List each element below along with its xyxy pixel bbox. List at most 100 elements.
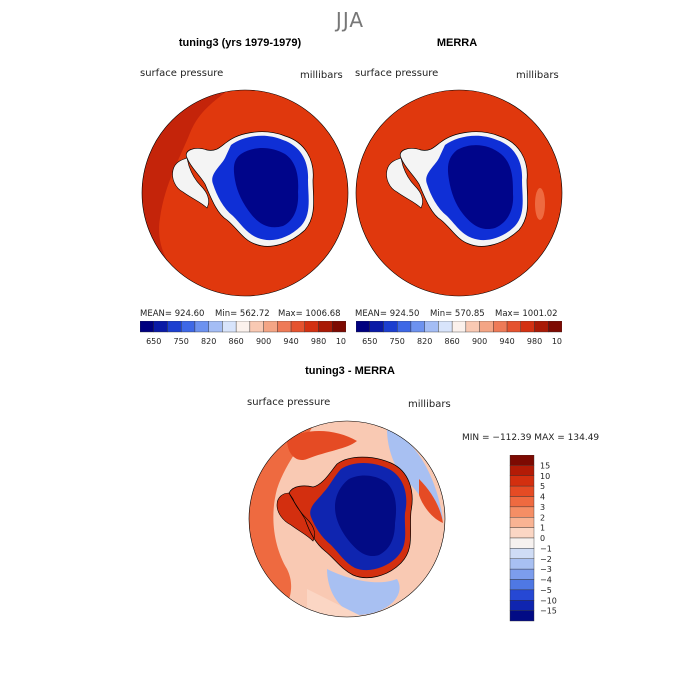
panel-1-colorbar-swatch	[332, 321, 346, 333]
panel-3-colorbar-swatch	[509, 589, 535, 601]
panel-3-colorbar-swatch	[509, 600, 535, 611]
panel-3-colorbar-swatch	[509, 558, 535, 570]
local-high	[535, 188, 545, 220]
panel-3-colorbar-swatch	[509, 475, 535, 487]
panel-2-colorbar-swatch	[493, 321, 508, 333]
coastline	[185, 131, 314, 247]
panel-2-mean: MEAN= 924.50	[355, 309, 420, 319]
panel-2-colorbar-swatch	[506, 321, 521, 333]
dark-red-region	[142, 90, 230, 296]
coastline	[399, 131, 528, 247]
panel-3-colorbar-swatch	[509, 610, 535, 622]
panel-3-units-label: millibars	[408, 399, 451, 410]
panel-2-colorbar-swatch	[534, 321, 549, 333]
panel-2-colorbar-swatch	[397, 321, 412, 333]
panel-1-variable-label: surface pressure	[140, 68, 224, 79]
panel-2-colorbar-tick-label: 820	[417, 337, 432, 346]
panel-3-colorbar-tick-label: −4	[540, 576, 552, 585]
panel-1-colorbar-tick-label: 860	[228, 337, 243, 346]
panel-3-colorbar-swatch	[509, 548, 535, 559]
panel-3-colorbar-swatch	[509, 496, 535, 508]
panel-2-colorbar-swatch	[438, 321, 453, 333]
panel-1-colorbar-tick-label: 750	[174, 337, 189, 346]
panel-2-variable-label: surface pressure	[355, 68, 439, 79]
panel-2-units-label: millibars	[516, 70, 559, 81]
panel-3-colorbar-swatch	[509, 506, 535, 518]
panel-3-colorbar-tick-label: −2	[540, 555, 552, 564]
panel-3-colorbar-swatch	[509, 455, 535, 466]
panel-2-colorbar-tick-label: 750	[390, 337, 405, 346]
panel-1-colorbar-tick-label: 900	[256, 337, 271, 346]
panel-3-colorbar-swatch	[509, 579, 535, 591]
panel-1-colorbar-tick-label: 820	[201, 337, 216, 346]
peninsula	[172, 157, 209, 209]
panel-1-map	[141, 89, 349, 297]
positive-anomaly-east	[419, 479, 443, 523]
panel-1-colorbar-swatch	[235, 321, 251, 333]
panel-3-map	[248, 420, 446, 618]
panel-1-colorbar-swatch	[153, 321, 168, 333]
panel-3-colorbar-swatch	[509, 465, 535, 476]
panel-2-colorbar-swatch	[383, 321, 398, 333]
panel-1-colorbar-tick-label: 650	[146, 337, 161, 346]
panel-1-colorbar-swatch	[290, 321, 305, 333]
panel-3-colorbar-swatch	[509, 527, 535, 539]
panel-2-colorbar-swatch	[369, 321, 384, 333]
panel-2-min: Min= 570.85	[430, 309, 485, 319]
land-dark-blue	[447, 145, 514, 230]
panel-2-colorbar-swatch	[548, 321, 562, 333]
panel-3-colorbar-tick-label: −15	[540, 607, 557, 616]
panel-3-colorbar-swatch	[509, 568, 535, 580]
panel-2-colorbar-swatch	[479, 321, 494, 333]
peninsula	[276, 492, 315, 542]
panel-1-colorbar-tick-label: 940	[283, 337, 298, 346]
panel-1-colorbar-tick-label: 1020	[336, 337, 346, 346]
panel-2-colorbar: 650 750 820 860 900 940 980 1020	[356, 321, 562, 346]
panel-2-colorbar-tick-label: 1020	[552, 337, 562, 346]
panel-3-colorbar-tick-label: −10	[540, 596, 557, 605]
positive-anomaly-west	[249, 421, 317, 617]
panel-3-colorbar-tick-label: 0	[540, 534, 545, 543]
panel-1-colorbar-swatch	[277, 321, 292, 333]
panel-2-colorbar-swatch	[356, 321, 370, 333]
panel-3-colorbar-tick-label: 10	[540, 472, 550, 481]
panel-3-colorbar-swatch	[509, 485, 535, 497]
panel-3-colorbar-tick-label: 3	[540, 503, 545, 512]
panel-3-colorbar-tick-label: 4	[540, 493, 545, 502]
panel-2-colorbar-swatch	[465, 321, 480, 333]
panel-1-title: tuning3 (yrs 1979-1979)	[178, 37, 302, 49]
panel-3-colorbar-tick-label: 2	[540, 513, 545, 522]
panel-1-colorbar-swatch	[263, 321, 278, 333]
panel-3-colorbar-tick-label: −3	[540, 565, 552, 574]
panel-3-title: tuning3 - MERRA	[305, 365, 395, 377]
panel-2-map	[355, 89, 563, 297]
panel-2-colorbar-swatch	[451, 321, 467, 333]
panel-1-colorbar-swatch	[318, 321, 333, 333]
panel-1-units-label: millibars	[300, 70, 343, 81]
panel-2-colorbar-swatch	[410, 321, 425, 333]
panel-1-colorbar-swatch	[208, 321, 223, 333]
panel-1-colorbar-swatch	[249, 321, 264, 333]
panel-2-max: Max= 1001.02	[495, 309, 558, 319]
panel-3-minmax: MIN = −112.39 MAX = 134.49	[462, 433, 600, 443]
land-dark-blue	[233, 148, 299, 228]
panel-2-colorbar-swatch	[424, 321, 439, 333]
panel-1-colorbar-swatch	[194, 321, 209, 333]
panel-3-colorbar-tick-label: 15	[540, 461, 550, 470]
panel-2-colorbar-tick-label: 900	[472, 337, 487, 346]
panel-3-colorbar-swatch	[509, 537, 535, 549]
panel-1-colorbar-swatch	[304, 321, 319, 333]
panel-2-colorbar-tick-label: 650	[362, 337, 377, 346]
peninsula	[386, 157, 423, 209]
land-strong-negative	[335, 475, 397, 557]
panel-2-colorbar-swatch	[520, 321, 535, 333]
panel-1-min: Min= 562.72	[215, 309, 270, 319]
positive-anomaly-north	[287, 430, 357, 461]
panel-3-colorbar-tick-label: −5	[540, 586, 552, 595]
panel-2-colorbar-tick-label: 860	[444, 337, 459, 346]
panel-3-colorbar-tick-label: −1	[540, 544, 552, 553]
panel-1-colorbar: 650 750 820 860 900 940 980 1020	[140, 321, 346, 346]
panel-1-mean: MEAN= 924.60	[140, 309, 205, 319]
panel-1-colorbar-swatch	[181, 321, 196, 333]
